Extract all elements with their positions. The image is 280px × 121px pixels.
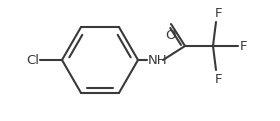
Text: F: F [240,39,248,53]
Text: NH: NH [148,53,168,67]
Text: F: F [214,7,222,20]
Text: F: F [214,73,222,86]
Text: O: O [166,29,176,42]
Text: Cl: Cl [26,53,39,67]
